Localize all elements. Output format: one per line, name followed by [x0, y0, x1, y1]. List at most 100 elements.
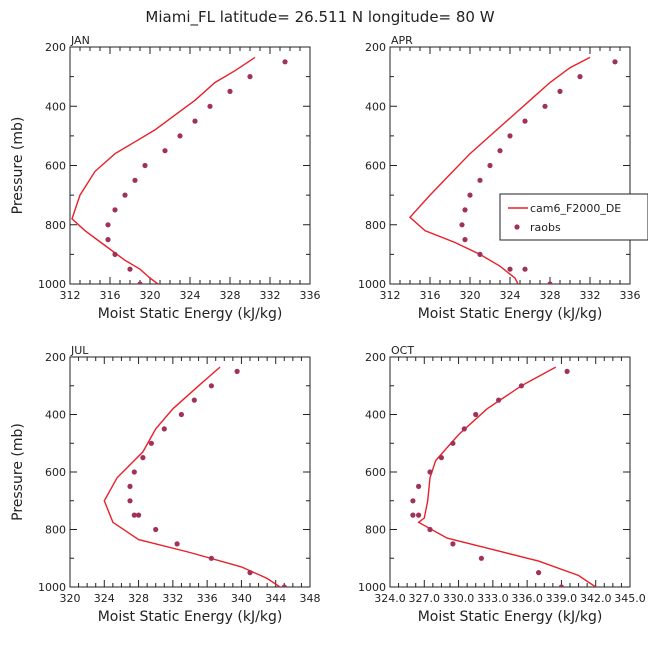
axes-box	[389, 46, 631, 285]
obs-point	[112, 207, 118, 213]
y-tick-label: 800	[365, 524, 386, 537]
y-tick-label: 200	[365, 41, 386, 54]
y-tick-label: 400	[365, 409, 386, 422]
axes-box	[69, 46, 311, 285]
obs-point	[497, 148, 503, 154]
legend-obs-label: raobs	[530, 221, 561, 234]
obs-point	[577, 74, 583, 80]
obs-point	[140, 455, 146, 461]
panel-label: APR	[391, 34, 413, 47]
obs-point	[105, 237, 111, 243]
obs-point	[153, 526, 159, 533]
obs-point	[507, 266, 513, 272]
x-axis-label: Moist Static Energy (kJ/kg)	[98, 609, 283, 625]
x-tick-label: 327.0	[409, 592, 441, 605]
x-tick-label: 339.0	[546, 592, 578, 605]
y-tick-label: 800	[365, 219, 386, 232]
obs-point	[247, 570, 253, 576]
obs-point	[132, 177, 138, 183]
obs-point	[462, 237, 468, 243]
y-tick-label: 1000	[38, 581, 66, 594]
y-tick-label: 1000	[358, 278, 386, 291]
plot-area	[71, 56, 288, 284]
obs-point	[207, 103, 213, 109]
obs-point	[477, 177, 483, 183]
y-axis-label: Pressure (mb)	[10, 423, 26, 521]
x-tick-label: 330.0	[443, 592, 475, 605]
x-tick-label: 312	[380, 289, 401, 302]
x-tick-label: 324.0	[374, 592, 406, 605]
obs-point	[473, 411, 479, 418]
x-tick-label: 324	[180, 289, 201, 302]
x-tick-label: 316	[420, 289, 441, 302]
x-tick-label: 336	[300, 289, 321, 302]
obs-point	[462, 207, 468, 213]
y-tick-label: 200	[45, 41, 66, 54]
x-tick-label: 336	[197, 592, 218, 605]
obs-point	[127, 266, 133, 272]
plot-area	[103, 366, 287, 587]
obs-point	[161, 426, 167, 432]
axes-box	[389, 356, 631, 588]
panel-label: JAN	[70, 34, 90, 47]
obs-point	[122, 192, 128, 198]
model-series-line	[103, 366, 281, 587]
obs-point	[438, 455, 444, 461]
x-tick-label: 328	[220, 289, 241, 302]
y-axis-label: Pressure (mb)	[10, 117, 26, 215]
obs-point	[416, 483, 422, 489]
obs-point	[127, 483, 133, 489]
model-series-line	[71, 56, 256, 284]
x-tick-label: 345.0	[614, 592, 646, 605]
x-tick-label: 348	[300, 592, 321, 605]
x-axis-label: Moist Static Energy (kJ/kg)	[418, 306, 603, 322]
obs-point	[522, 266, 528, 272]
obs-point	[496, 397, 502, 403]
obs-point	[518, 383, 525, 389]
panel-label: OCT	[391, 344, 414, 357]
obs-point	[105, 222, 111, 228]
model-series-line	[417, 366, 597, 587]
obs-point	[191, 397, 197, 403]
panel-jul: JUL 320 324 328 332 336 340 344 348 200 400 600 800 1…	[10, 344, 321, 625]
y-tick-label: 400	[45, 409, 66, 422]
obs-point	[131, 512, 137, 518]
y-tick-label: 200	[365, 351, 386, 364]
panels-group: JAN 312 316 320 324 328 332 336 200 400 600 800 1000…	[10, 34, 648, 625]
obs-point	[461, 426, 467, 432]
x-tick-label: 333.0	[477, 592, 509, 605]
obs-point	[247, 74, 253, 80]
obs-point	[208, 383, 214, 389]
obs-point	[542, 103, 548, 109]
panel-jan: JAN 312 316 320 324 328 332 336 200 400 600 800 1000…	[10, 34, 321, 322]
y-tick-label: 600	[45, 160, 66, 173]
x-tick-label: 336	[620, 289, 641, 302]
obs-point	[410, 498, 416, 504]
obs-point	[177, 133, 183, 139]
obs-point	[192, 118, 198, 124]
panel-apr: APR 312 316 320 324 328 332 336 200 400 600 800 1000…	[358, 34, 648, 322]
x-tick-label: 320	[60, 592, 81, 605]
x-tick-label: 332	[580, 289, 601, 302]
figure-title: Miami_FL latitude= 26.511 N longitude= 8…	[145, 8, 494, 27]
obs-point	[227, 88, 233, 94]
obs-point	[131, 469, 137, 475]
x-tick-label: 332	[162, 592, 183, 605]
y-tick-label: 1000	[38, 278, 66, 291]
x-tick-label: 340	[231, 592, 252, 605]
obs-point	[281, 584, 287, 587]
y-tick-label: 600	[365, 466, 386, 479]
obs-point	[547, 281, 553, 284]
obs-point	[450, 541, 456, 547]
obs-point	[178, 411, 184, 418]
obs-point	[478, 555, 484, 561]
obs-point	[234, 368, 240, 374]
obs-point	[459, 222, 465, 228]
x-tick-label: 324	[94, 592, 115, 605]
obs-point	[558, 584, 564, 587]
obs-point	[564, 368, 570, 374]
y-tick-label: 1000	[358, 581, 386, 594]
obs-point	[410, 512, 416, 518]
obs-point	[112, 251, 118, 257]
